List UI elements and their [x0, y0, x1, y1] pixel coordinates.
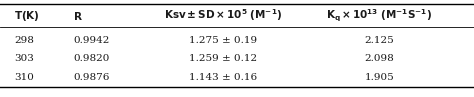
Text: $\mathbf{R}$: $\mathbf{R}$: [73, 10, 83, 22]
Text: 1.259 ± 0.12: 1.259 ± 0.12: [189, 54, 257, 63]
Text: $\mathbf{T(K)}$: $\mathbf{T(K)}$: [14, 9, 40, 23]
Text: 303: 303: [14, 54, 34, 63]
Text: 1.143 ± 0.16: 1.143 ± 0.16: [189, 73, 257, 82]
Text: 2.098: 2.098: [365, 54, 394, 63]
Text: 1.275 ± 0.19: 1.275 ± 0.19: [189, 36, 257, 45]
Text: 0.9942: 0.9942: [73, 36, 110, 45]
Text: 298: 298: [14, 36, 34, 45]
Text: 0.9820: 0.9820: [73, 54, 110, 63]
Text: $\mathbf{Ksv \pm SD \times 10^{5}\ (M^{-1})}$: $\mathbf{Ksv \pm SD \times 10^{5}\ (M^{-…: [164, 8, 282, 23]
Text: 310: 310: [14, 73, 34, 82]
Text: 2.125: 2.125: [365, 36, 394, 45]
Text: 1.905: 1.905: [365, 73, 394, 82]
Text: $\mathbf{K_q \times 10^{13}\ (M^{-1}S^{-1})}$: $\mathbf{K_q \times 10^{13}\ (M^{-1}S^{-…: [326, 7, 432, 24]
Text: 0.9876: 0.9876: [73, 73, 110, 82]
